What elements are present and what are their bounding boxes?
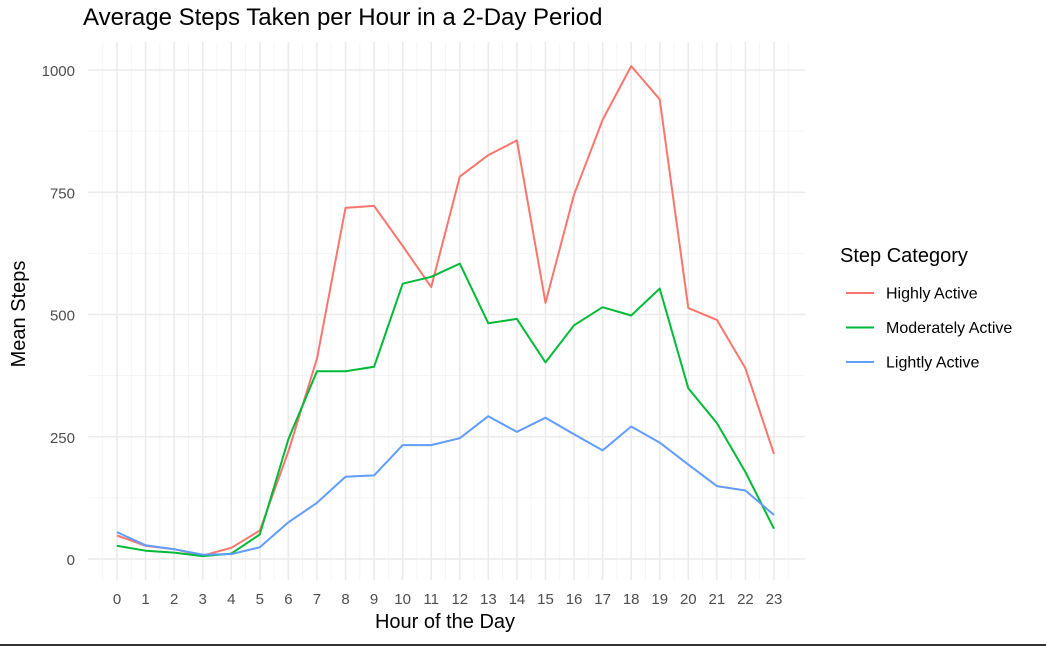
x-tick-label: 3 (199, 591, 207, 608)
x-tick-label: 20 (680, 591, 697, 608)
x-tick-label: 7 (313, 591, 321, 608)
legend-items: Highly Active Moderately Active Lightly Ac… (846, 286, 1012, 372)
x-tick-label: 8 (341, 591, 349, 608)
y-axis-tick-labels: 0 250 500 750 1000 (42, 63, 75, 569)
x-tick-label: 5 (256, 591, 264, 608)
x-tick-label: 4 (227, 591, 235, 608)
x-tick-label: 2 (170, 591, 178, 608)
minor-gridlines (88, 42, 805, 580)
y-tick-label: 1000 (42, 63, 75, 80)
x-tick-label: 0 (113, 591, 121, 608)
x-tick-label: 6 (284, 591, 292, 608)
legend-label: Lightly Active (886, 355, 979, 372)
y-tick-label: 500 (50, 308, 75, 325)
legend: Step Category Highly Active Moderately Ac… (840, 245, 1012, 372)
x-tick-label: 10 (394, 591, 411, 608)
legend-title: Step Category (840, 245, 968, 267)
x-tick-label: 17 (594, 591, 611, 608)
series-lines (116, 65, 775, 558)
x-tick-label: 9 (370, 591, 378, 608)
x-tick-label: 23 (766, 591, 783, 608)
series-line-highly-active (116, 65, 775, 557)
x-tick-label: 1 (141, 591, 149, 608)
legend-label: Moderately Active (886, 320, 1012, 337)
x-axis-label: Hour of the Day (375, 611, 515, 633)
x-tick-label: 19 (651, 591, 668, 608)
x-tick-label: 18 (623, 591, 640, 608)
major-gridlines (88, 42, 805, 580)
x-tick-label: 22 (737, 591, 754, 608)
y-axis-label: Mean Steps (8, 261, 30, 368)
x-axis-tick-labels: 0 1 2 3 4 5 6 7 8 9 10 11 12 13 14 15 16 17 18 19 20 21 22 23 (113, 591, 783, 608)
x-tick-label: 13 (480, 591, 497, 608)
y-tick-label: 0 (67, 552, 75, 569)
x-tick-label: 11 (423, 591, 439, 608)
x-tick-label: 21 (709, 591, 726, 608)
x-tick-label: 12 (451, 591, 468, 608)
legend-label: Highly Active (886, 286, 978, 303)
y-tick-label: 750 (50, 185, 75, 202)
x-tick-label: 16 (566, 591, 583, 608)
x-tick-label: 14 (509, 591, 526, 608)
bottom-border (0, 644, 1046, 646)
x-tick-label: 15 (537, 591, 554, 608)
y-tick-label: 250 (50, 430, 75, 447)
chart-title: Average Steps Taken per Hour in a 2-Day … (83, 4, 602, 31)
series-line-lightly-active (116, 415, 775, 556)
